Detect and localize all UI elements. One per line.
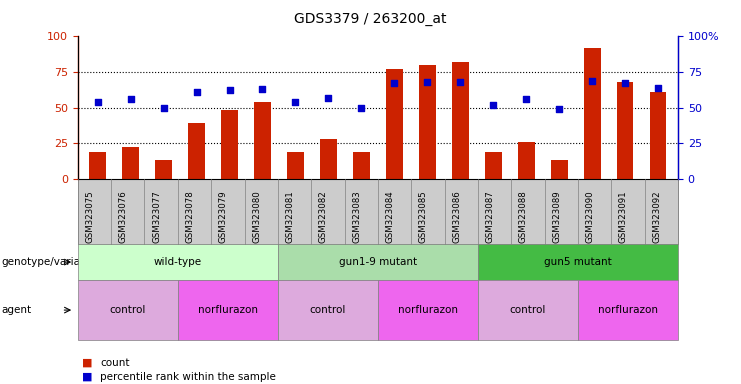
- Text: GSM323080: GSM323080: [252, 190, 262, 243]
- Bar: [353, 152, 370, 179]
- Bar: [485, 152, 502, 179]
- Bar: [156, 160, 172, 179]
- Bar: [386, 69, 402, 179]
- Bar: [419, 65, 436, 179]
- Text: GSM323076: GSM323076: [119, 190, 127, 243]
- Bar: [222, 110, 238, 179]
- Point: [256, 86, 268, 92]
- Text: GSM323082: GSM323082: [319, 190, 328, 243]
- Point: [652, 84, 664, 91]
- Point: [124, 96, 136, 102]
- Text: GSM323075: GSM323075: [85, 190, 95, 243]
- Text: ■: ■: [82, 372, 92, 382]
- Text: GSM323079: GSM323079: [219, 190, 228, 243]
- Text: control: control: [110, 305, 146, 315]
- Text: gun5 mutant: gun5 mutant: [544, 257, 612, 267]
- Text: control: control: [310, 305, 346, 315]
- Bar: [452, 62, 468, 179]
- Text: GSM323084: GSM323084: [385, 190, 395, 243]
- Bar: [288, 152, 304, 179]
- Text: wild-type: wild-type: [154, 257, 202, 267]
- Point: [290, 99, 302, 105]
- Text: GSM323088: GSM323088: [519, 190, 528, 243]
- Text: count: count: [100, 358, 130, 368]
- Bar: [122, 147, 139, 179]
- Text: norflurazon: norflurazon: [198, 305, 258, 315]
- Bar: [551, 160, 568, 179]
- Point: [190, 89, 202, 95]
- Point: [356, 104, 368, 111]
- Text: GSM323092: GSM323092: [652, 190, 662, 243]
- Text: ■: ■: [82, 358, 92, 368]
- Bar: [650, 92, 666, 179]
- Point: [92, 99, 104, 105]
- Point: [488, 102, 499, 108]
- Text: norflurazon: norflurazon: [598, 305, 658, 315]
- Text: GSM323087: GSM323087: [485, 190, 495, 243]
- Text: agent: agent: [1, 305, 32, 315]
- Text: norflurazon: norflurazon: [398, 305, 458, 315]
- Point: [586, 78, 598, 84]
- Text: genotype/variation: genotype/variation: [1, 257, 101, 267]
- Text: gun1-9 mutant: gun1-9 mutant: [339, 257, 417, 267]
- Text: GSM323077: GSM323077: [152, 190, 162, 243]
- Point: [322, 94, 334, 101]
- Bar: [518, 142, 534, 179]
- Text: GSM323081: GSM323081: [285, 190, 295, 243]
- Bar: [584, 48, 600, 179]
- Text: GSM323086: GSM323086: [452, 190, 461, 243]
- Text: GSM323091: GSM323091: [619, 190, 628, 243]
- Text: GDS3379 / 263200_at: GDS3379 / 263200_at: [294, 12, 447, 25]
- Point: [224, 88, 236, 94]
- Text: GSM323083: GSM323083: [352, 190, 362, 243]
- Point: [554, 106, 565, 112]
- Text: GSM323090: GSM323090: [585, 190, 594, 243]
- Bar: [90, 152, 106, 179]
- Point: [454, 79, 466, 85]
- Point: [520, 96, 532, 102]
- Bar: [617, 82, 634, 179]
- Bar: [254, 102, 270, 179]
- Point: [422, 79, 433, 85]
- Text: control: control: [510, 305, 546, 315]
- Point: [158, 104, 170, 111]
- Text: GSM323089: GSM323089: [552, 190, 562, 243]
- Bar: [320, 139, 336, 179]
- Text: GSM323085: GSM323085: [419, 190, 428, 243]
- Point: [388, 80, 400, 86]
- Bar: [188, 123, 205, 179]
- Text: GSM323078: GSM323078: [185, 190, 194, 243]
- Point: [619, 80, 631, 86]
- Text: percentile rank within the sample: percentile rank within the sample: [100, 372, 276, 382]
